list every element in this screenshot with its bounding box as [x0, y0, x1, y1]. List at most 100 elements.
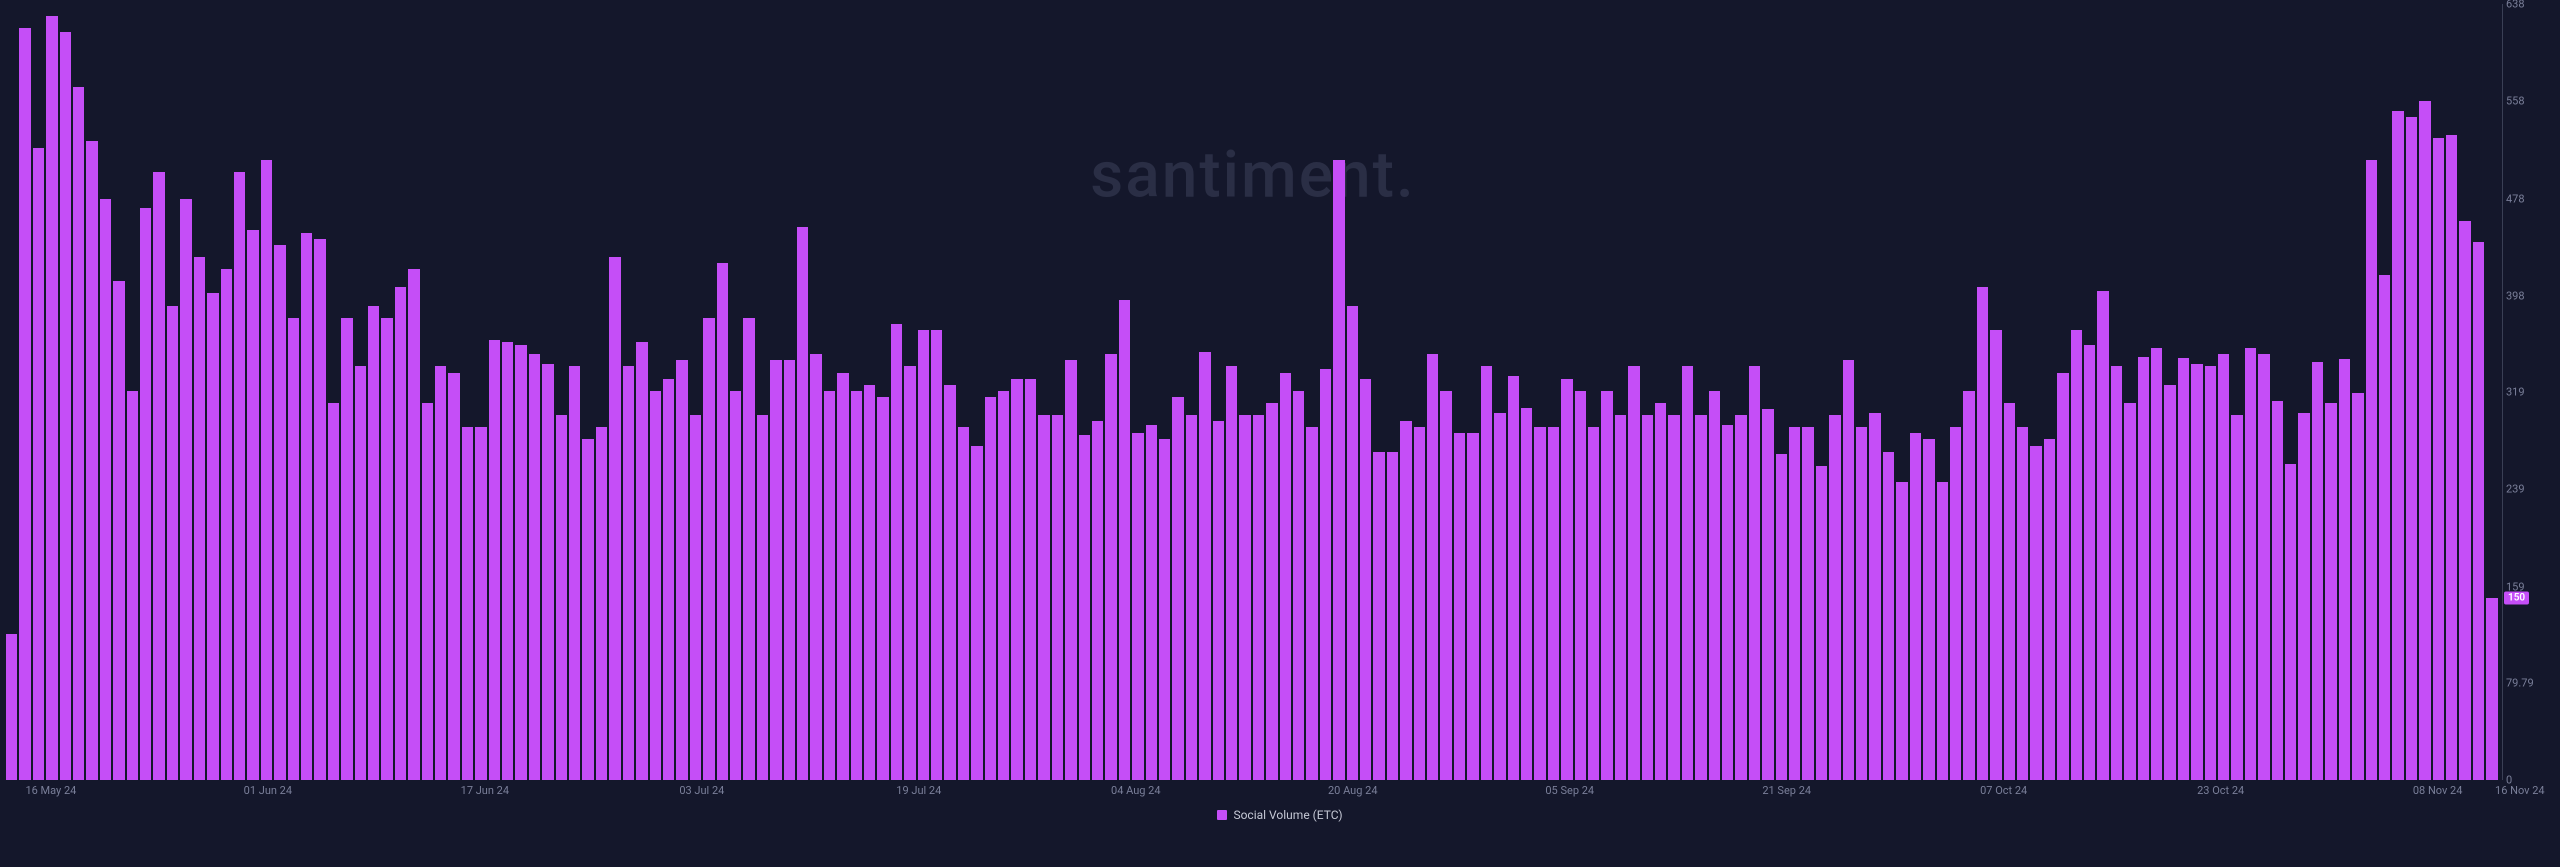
bar	[274, 245, 285, 780]
bar	[1347, 306, 1358, 780]
bar	[596, 427, 607, 780]
x-tick: 04 Aug 24	[1111, 784, 1161, 797]
bar	[515, 345, 526, 780]
bar	[1065, 360, 1076, 780]
bar	[1776, 454, 1787, 780]
x-tick: 07 Oct 24	[1980, 784, 2027, 797]
bar	[2044, 439, 2055, 780]
bar	[1843, 360, 1854, 780]
bar	[247, 230, 258, 780]
bar	[1333, 160, 1344, 780]
bar	[1092, 421, 1103, 780]
bar	[489, 340, 500, 780]
x-tick: 19 Jul 24	[896, 784, 941, 797]
bar	[1199, 352, 1210, 780]
bar	[663, 379, 674, 780]
y-tick: 319	[2506, 386, 2525, 399]
bar	[1132, 433, 1143, 780]
bar	[1427, 354, 1438, 780]
bar	[676, 360, 687, 780]
bar	[784, 360, 795, 780]
bar	[944, 385, 955, 780]
bar	[395, 287, 406, 780]
legend-swatch	[1217, 810, 1227, 820]
bar	[690, 415, 701, 780]
bar	[1963, 391, 1974, 780]
bar	[261, 160, 272, 780]
bar	[19, 28, 30, 780]
bar	[542, 364, 553, 780]
bar	[1373, 452, 1384, 780]
bar	[1762, 409, 1773, 780]
bar	[2245, 348, 2256, 780]
bar	[1869, 413, 1880, 780]
bar	[1628, 366, 1639, 780]
bar	[167, 306, 178, 780]
bar	[891, 324, 902, 780]
y-tick: 558	[2506, 95, 2525, 108]
bar	[100, 199, 111, 780]
bar	[1387, 452, 1398, 780]
bar	[2473, 242, 2484, 780]
bar	[958, 427, 969, 780]
bar	[824, 391, 835, 780]
bar	[288, 318, 299, 780]
x-tick: 01 Jun 24	[244, 784, 292, 797]
bar	[717, 263, 728, 780]
bar	[837, 373, 848, 780]
bar	[609, 257, 620, 780]
current-value-badge: 150	[2504, 591, 2529, 604]
bar	[2325, 403, 2336, 780]
bar	[1172, 397, 1183, 780]
bar	[1655, 403, 1666, 780]
x-axis: 16 May 2401 Jun 2417 Jun 2403 Jul 2419 J…	[6, 782, 2500, 802]
bar	[998, 391, 1009, 780]
bar	[1829, 415, 1840, 780]
bar	[1668, 415, 1679, 780]
bar	[2218, 354, 2229, 780]
bar	[180, 199, 191, 780]
bar	[2272, 401, 2283, 780]
bar	[1440, 391, 1451, 780]
chart-container: santiment. 079.79159239319398478558638 1…	[0, 0, 2560, 867]
bar	[1025, 379, 1036, 780]
bar	[234, 172, 245, 780]
bar	[422, 403, 433, 780]
bar	[2433, 138, 2444, 780]
bar	[2352, 393, 2363, 780]
legend-label: Social Volume (ETC)	[1233, 808, 1342, 822]
bar	[810, 354, 821, 780]
bar	[1454, 433, 1465, 780]
bar	[2004, 403, 2015, 780]
bar	[1601, 391, 1612, 780]
bar	[1735, 415, 1746, 780]
bar	[931, 330, 942, 780]
bars-group	[6, 4, 2500, 780]
x-tick: 17 Jun 24	[461, 784, 509, 797]
bar	[33, 148, 44, 780]
bar	[1414, 427, 1425, 780]
bar	[2312, 362, 2323, 780]
bar	[636, 342, 647, 780]
current-value-label: 150	[2508, 592, 2525, 603]
bar	[1360, 379, 1371, 780]
bar	[86, 141, 97, 780]
bar	[2030, 446, 2041, 780]
bar	[623, 366, 634, 780]
bar	[918, 330, 929, 780]
bar	[2191, 364, 2202, 780]
bar	[2124, 403, 2135, 780]
bar	[1105, 354, 1116, 780]
y-tick: 638	[2506, 0, 2525, 11]
x-tick: 08 Nov 24	[2413, 784, 2463, 797]
bar	[2419, 101, 2430, 780]
y-tick: 398	[2506, 289, 2525, 302]
bar	[1521, 408, 1532, 780]
bar	[435, 366, 446, 780]
bar	[1910, 433, 1921, 780]
bar	[1320, 369, 1331, 780]
bar	[2164, 385, 2175, 780]
bar	[2298, 413, 2309, 780]
bar	[1280, 373, 1291, 780]
bar	[770, 360, 781, 780]
